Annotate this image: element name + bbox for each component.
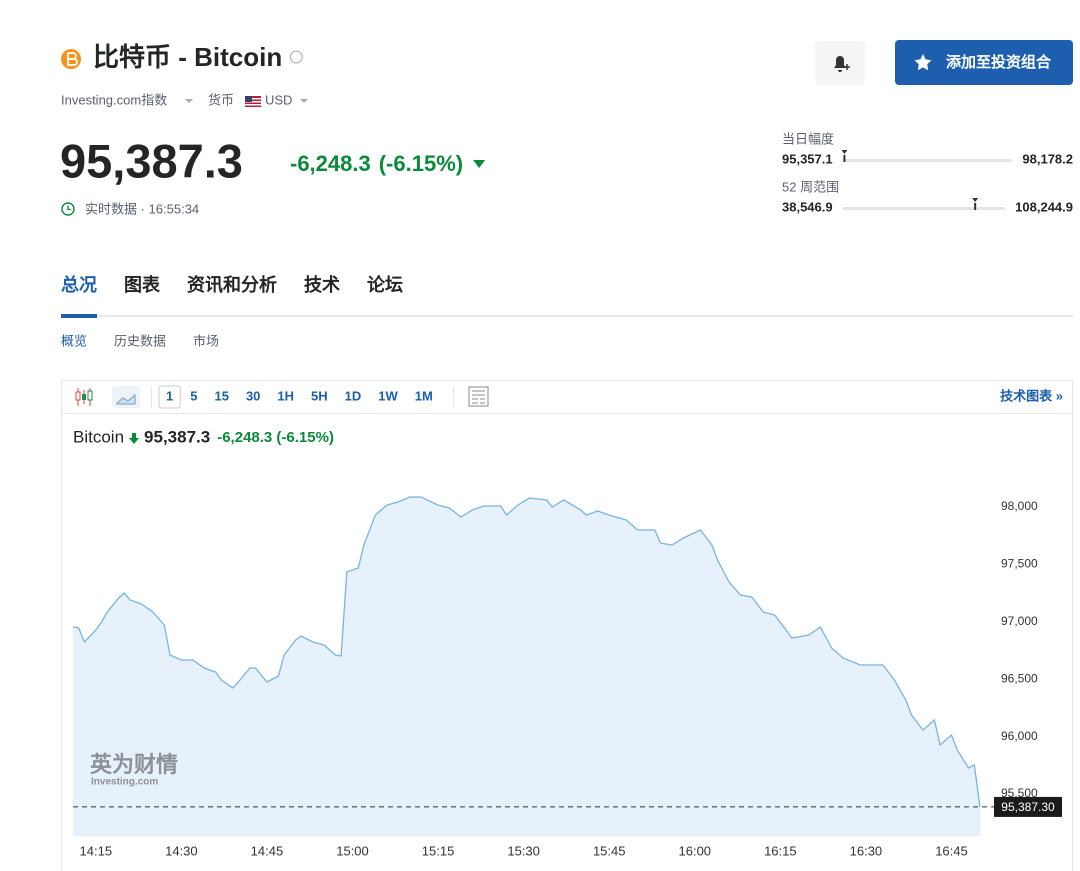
range-track (842, 159, 1013, 162)
price-change-percent: (-6.15%) (379, 151, 463, 176)
interval-button[interactable]: 5 (190, 388, 197, 403)
candle-icon[interactable] (75, 388, 93, 406)
down-arrow (473, 160, 486, 168)
y-tick-label: 98,000 (1001, 499, 1038, 513)
intervals: 1 5 15 30 1H 5H 1D 1W 1M (158, 385, 433, 409)
legend-change: -6,248.3 (-6.15%) (217, 429, 334, 446)
legend-down-arrow (129, 433, 140, 444)
plot: Bitcoin 95,387.3 -6,248.3 (-6.15%) 英为财情Inve… (72, 427, 1062, 858)
y-tick-label: 97,500 (1001, 557, 1038, 571)
interval-selected (158, 385, 181, 409)
index-source[interactable]: Investing.com指数 (61, 92, 167, 107)
area-icon-button[interactable] (112, 386, 140, 408)
ranges: 当日幅度 95,357.1 98,178.2 52 周范围 38,546.9 108,24… (782, 131, 1073, 214)
x-tick-label: 16:00 (679, 843, 712, 858)
range-high: 108,244.9 (1015, 199, 1073, 214)
range-low: 95,357.1 (782, 151, 833, 166)
bell-icon (834, 56, 846, 72)
realtime-status: 实时数据 · 16:55:34 (85, 201, 199, 216)
current-price-label: 95,387.30 (1001, 800, 1055, 814)
us-flag (245, 96, 261, 107)
interval-button[interactable]: 1W (378, 388, 398, 403)
subtab[interactable]: 历史数据 (114, 333, 166, 348)
y-tick-label: 96,000 (1001, 729, 1038, 743)
tab[interactable]: 总况 (61, 274, 97, 295)
price-change: -6,248.3 (290, 151, 371, 176)
currency-label: 货币 (208, 92, 234, 107)
watermark-sub: Investing.com (91, 777, 158, 788)
legend-price: 95,387.3 (144, 427, 210, 446)
subtab[interactable]: 市场 (193, 333, 219, 348)
interval-button[interactable]: 5H (311, 388, 328, 403)
area-fill (73, 497, 980, 836)
technical-chart-link[interactable]: 技术图表 » (1000, 388, 1063, 403)
range-marker (972, 198, 979, 210)
add-portfolio-label: 添加至投资组合 (946, 53, 1052, 71)
interval-button[interactable]: 1D (345, 388, 362, 403)
currency[interactable]: USD (265, 92, 292, 107)
coin-glyph (67, 52, 78, 66)
interval-button[interactable]: 30 (246, 388, 260, 403)
interval-button[interactable]: 1M (415, 388, 433, 403)
x-tick-label: 14:15 (80, 843, 113, 858)
subtab[interactable]: 概览 (61, 333, 87, 348)
info-icon[interactable] (289, 50, 303, 64)
tab[interactable]: 图表 (124, 274, 161, 295)
watermark: 英为财情 (90, 752, 178, 777)
x-tick-label: 14:45 (251, 843, 284, 858)
dropdown-caret (185, 99, 193, 103)
tab[interactable]: 技术 (304, 274, 340, 295)
legend-name: Bitcoin (73, 427, 124, 446)
y-tick-label: 95,500 (1001, 786, 1038, 800)
plus-icon (844, 64, 850, 70)
range-high: 98,178.2 (1022, 151, 1073, 166)
star-icon (914, 54, 932, 71)
x-tick-label: 15:15 (422, 843, 455, 858)
interval-button[interactable]: 1H (277, 388, 294, 403)
range-label: 52 周范围 (782, 179, 839, 194)
interval-button[interactable]: 1 (166, 388, 173, 403)
active-tab-underline (61, 314, 97, 318)
range-track (842, 207, 1006, 210)
table-icon-lines (472, 390, 485, 404)
page-title: 比特币 - Bitcoin (93, 42, 282, 72)
last-price: 95,387.3 (60, 134, 243, 187)
table-icon[interactable] (468, 386, 489, 407)
clock-hands (67, 205, 71, 211)
tab[interactable]: 论坛 (367, 274, 403, 295)
x-tick-label: 15:45 (593, 843, 626, 858)
range-marker (841, 150, 848, 162)
x-tick-label: 16:45 (935, 843, 968, 858)
x-tick-label: 14:30 (165, 843, 198, 858)
tabs: 总况 图表 资讯和分析 技术 论坛 (61, 274, 403, 295)
range-low: 38,546.9 (782, 199, 833, 214)
x-tick-label: 16:30 (850, 843, 883, 858)
price-line (72, 496, 981, 807)
y-tick-label: 97,000 (1001, 614, 1038, 628)
interval-button[interactable]: 15 (214, 388, 228, 403)
add-portfolio-button[interactable] (895, 40, 1073, 85)
clock-icon (61, 202, 75, 216)
dropdown-caret (300, 99, 308, 103)
y-tick-label: 96,500 (1001, 671, 1038, 685)
subtabs: 概览 历史数据 市场 (61, 333, 219, 348)
area-icon (116, 393, 136, 405)
x-tick-label: 16:15 (764, 843, 797, 858)
x-tick-label: 15:00 (336, 843, 369, 858)
current-price-tag (994, 796, 1062, 817)
tab[interactable]: 资讯和分析 (187, 274, 277, 295)
range-label: 当日幅度 (782, 131, 834, 146)
x-tick-label: 15:30 (507, 843, 540, 858)
